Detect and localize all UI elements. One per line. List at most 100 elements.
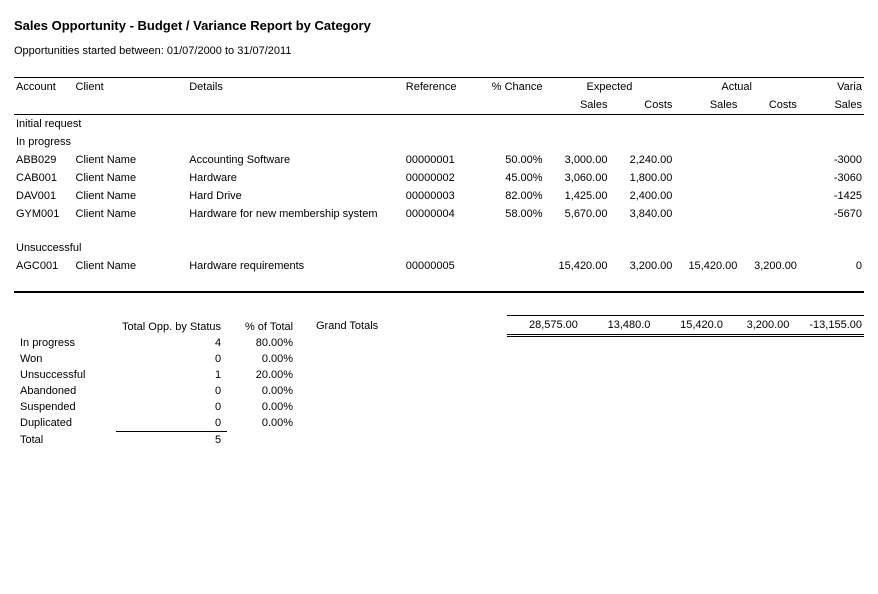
group-in-progress: In progress	[14, 133, 864, 151]
group-unsuccessful: Unsuccessful	[14, 239, 864, 257]
summary-pct: 0.00%	[227, 399, 299, 415]
col-reference: Reference	[404, 78, 480, 97]
col-variance: Varia	[799, 78, 864, 97]
cell-exp-s: 15,420.00	[545, 257, 610, 275]
col-expected: Expected	[545, 78, 675, 97]
summary-row: In progress 4 80.00%	[14, 335, 299, 351]
grand-var-s: -13,155.00	[791, 316, 864, 336]
group-label: Unsuccessful	[14, 239, 864, 257]
cell-client: Client Name	[74, 257, 188, 275]
summary-table: Total Opp. by Status % of Total In progr…	[14, 319, 299, 448]
cell-details: Hardware	[187, 169, 404, 187]
grand-act-s: 15,420.0	[652, 316, 725, 336]
cell-chance: 50.00%	[480, 151, 545, 169]
col-exp-costs: Costs	[609, 96, 674, 115]
summary-pct: 0.00%	[227, 415, 299, 432]
grand-exp-c: 13,480.0	[580, 316, 653, 336]
cell-var-s: 0	[799, 257, 864, 275]
cell-client: Client Name	[74, 187, 188, 205]
cell-chance	[480, 257, 545, 275]
table-row: ABB029 Client Name Accounting Software 0…	[14, 151, 864, 169]
summary-count: 0	[116, 383, 227, 399]
summary-pct: 20.00%	[227, 367, 299, 383]
summary-row: Unsuccessful 1 20.00%	[14, 367, 299, 383]
table-row: GYM001 Client Name Hardware for new memb…	[14, 205, 864, 223]
cell-client: Client Name	[74, 151, 188, 169]
header-row-1: Account Client Details Reference % Chanc…	[14, 78, 864, 97]
summary-count: 4	[116, 335, 227, 351]
col-act-costs: Costs	[739, 96, 799, 115]
cell-exp-s: 3,060.00	[545, 169, 610, 187]
col-account: Account	[14, 78, 74, 97]
cell-details: Hardware for new membership system	[187, 205, 404, 223]
cell-act-s	[674, 169, 739, 187]
col-exp-sales: Sales	[545, 96, 610, 115]
cell-exp-s: 1,425.00	[545, 187, 610, 205]
cell-client: Client Name	[74, 169, 188, 187]
summary-row: Suspended 0 0.00%	[14, 399, 299, 415]
summary-row: Won 0 0.00%	[14, 351, 299, 367]
cell-account: DAV001	[14, 187, 74, 205]
summary-pct: 0.00%	[227, 351, 299, 367]
cell-act-s	[674, 151, 739, 169]
cell-details: Hardware requirements	[187, 257, 404, 275]
summary-label: In progress	[14, 335, 116, 351]
summary-total-label: Total	[14, 432, 116, 449]
summary-label: Suspended	[14, 399, 116, 415]
col-actual: Actual	[674, 78, 799, 97]
col-client: Client	[74, 78, 188, 97]
grand-exp-s: 28,575.00	[507, 316, 580, 336]
date-range: Opportunities started between: 01/07/200…	[14, 45, 864, 57]
cell-exp-c: 1,800.00	[609, 169, 674, 187]
cell-ref: 00000003	[404, 187, 480, 205]
grand-totals-row: Grand Totals 28,575.00 13,480.0 15,420.0…	[314, 316, 864, 336]
cell-act-s: 15,420.00	[674, 257, 739, 275]
cell-act-s	[674, 187, 739, 205]
cell-chance: 45.00%	[480, 169, 545, 187]
cell-account: ABB029	[14, 151, 74, 169]
grand-totals-label: Grand Totals	[314, 316, 507, 336]
cell-exp-s: 5,670.00	[545, 205, 610, 223]
summary-total-row: Total 5	[14, 432, 299, 449]
summary-pct: 80.00%	[227, 335, 299, 351]
cell-ref: 00000005	[404, 257, 480, 275]
table-row: CAB001 Client Name Hardware 00000002 45.…	[14, 169, 864, 187]
cell-var-s: -1425	[799, 187, 864, 205]
main-table: Account Client Details Reference % Chanc…	[14, 77, 864, 315]
summary-count: 0	[116, 351, 227, 367]
summary-row: Abandoned 0 0.00%	[14, 383, 299, 399]
cell-var-s: -3000	[799, 151, 864, 169]
summary-header-pct: % of Total	[227, 319, 299, 335]
cell-var-s: -3060	[799, 169, 864, 187]
cell-exp-s: 3,000.00	[545, 151, 610, 169]
table-row: DAV001 Client Name Hard Drive 00000003 8…	[14, 187, 864, 205]
section-initial-request: Initial request	[14, 115, 864, 134]
cell-exp-c: 3,840.00	[609, 205, 674, 223]
cell-act-c	[739, 187, 799, 205]
cell-client: Client Name	[74, 205, 188, 223]
cell-ref: 00000002	[404, 169, 480, 187]
header-row-2: Sales Costs Sales Costs Sales	[14, 96, 864, 115]
report: Sales Opportunity - Budget / Variance Re…	[0, 0, 878, 488]
cell-exp-c: 3,200.00	[609, 257, 674, 275]
grand-totals-table: Grand Totals 28,575.00 13,480.0 15,420.0…	[314, 315, 864, 337]
summary-label: Won	[14, 351, 116, 367]
cell-account: GYM001	[14, 205, 74, 223]
summary-label: Duplicated	[14, 415, 116, 432]
cell-act-c	[739, 151, 799, 169]
cell-account: AGC001	[14, 257, 74, 275]
cell-details: Hard Drive	[187, 187, 404, 205]
cell-exp-c: 2,400.00	[609, 187, 674, 205]
summary-label: Unsuccessful	[14, 367, 116, 383]
report-title: Sales Opportunity - Budget / Variance Re…	[14, 18, 864, 33]
col-details: Details	[187, 78, 404, 97]
summary-label: Abandoned	[14, 383, 116, 399]
cell-account: CAB001	[14, 169, 74, 187]
summary-pct: 0.00%	[227, 383, 299, 399]
cell-act-c	[739, 169, 799, 187]
summary-count: 1	[116, 367, 227, 383]
cell-act-s	[674, 205, 739, 223]
cell-act-c: 3,200.00	[739, 257, 799, 275]
col-chance: % Chance	[480, 78, 545, 97]
group-label: In progress	[14, 133, 864, 151]
